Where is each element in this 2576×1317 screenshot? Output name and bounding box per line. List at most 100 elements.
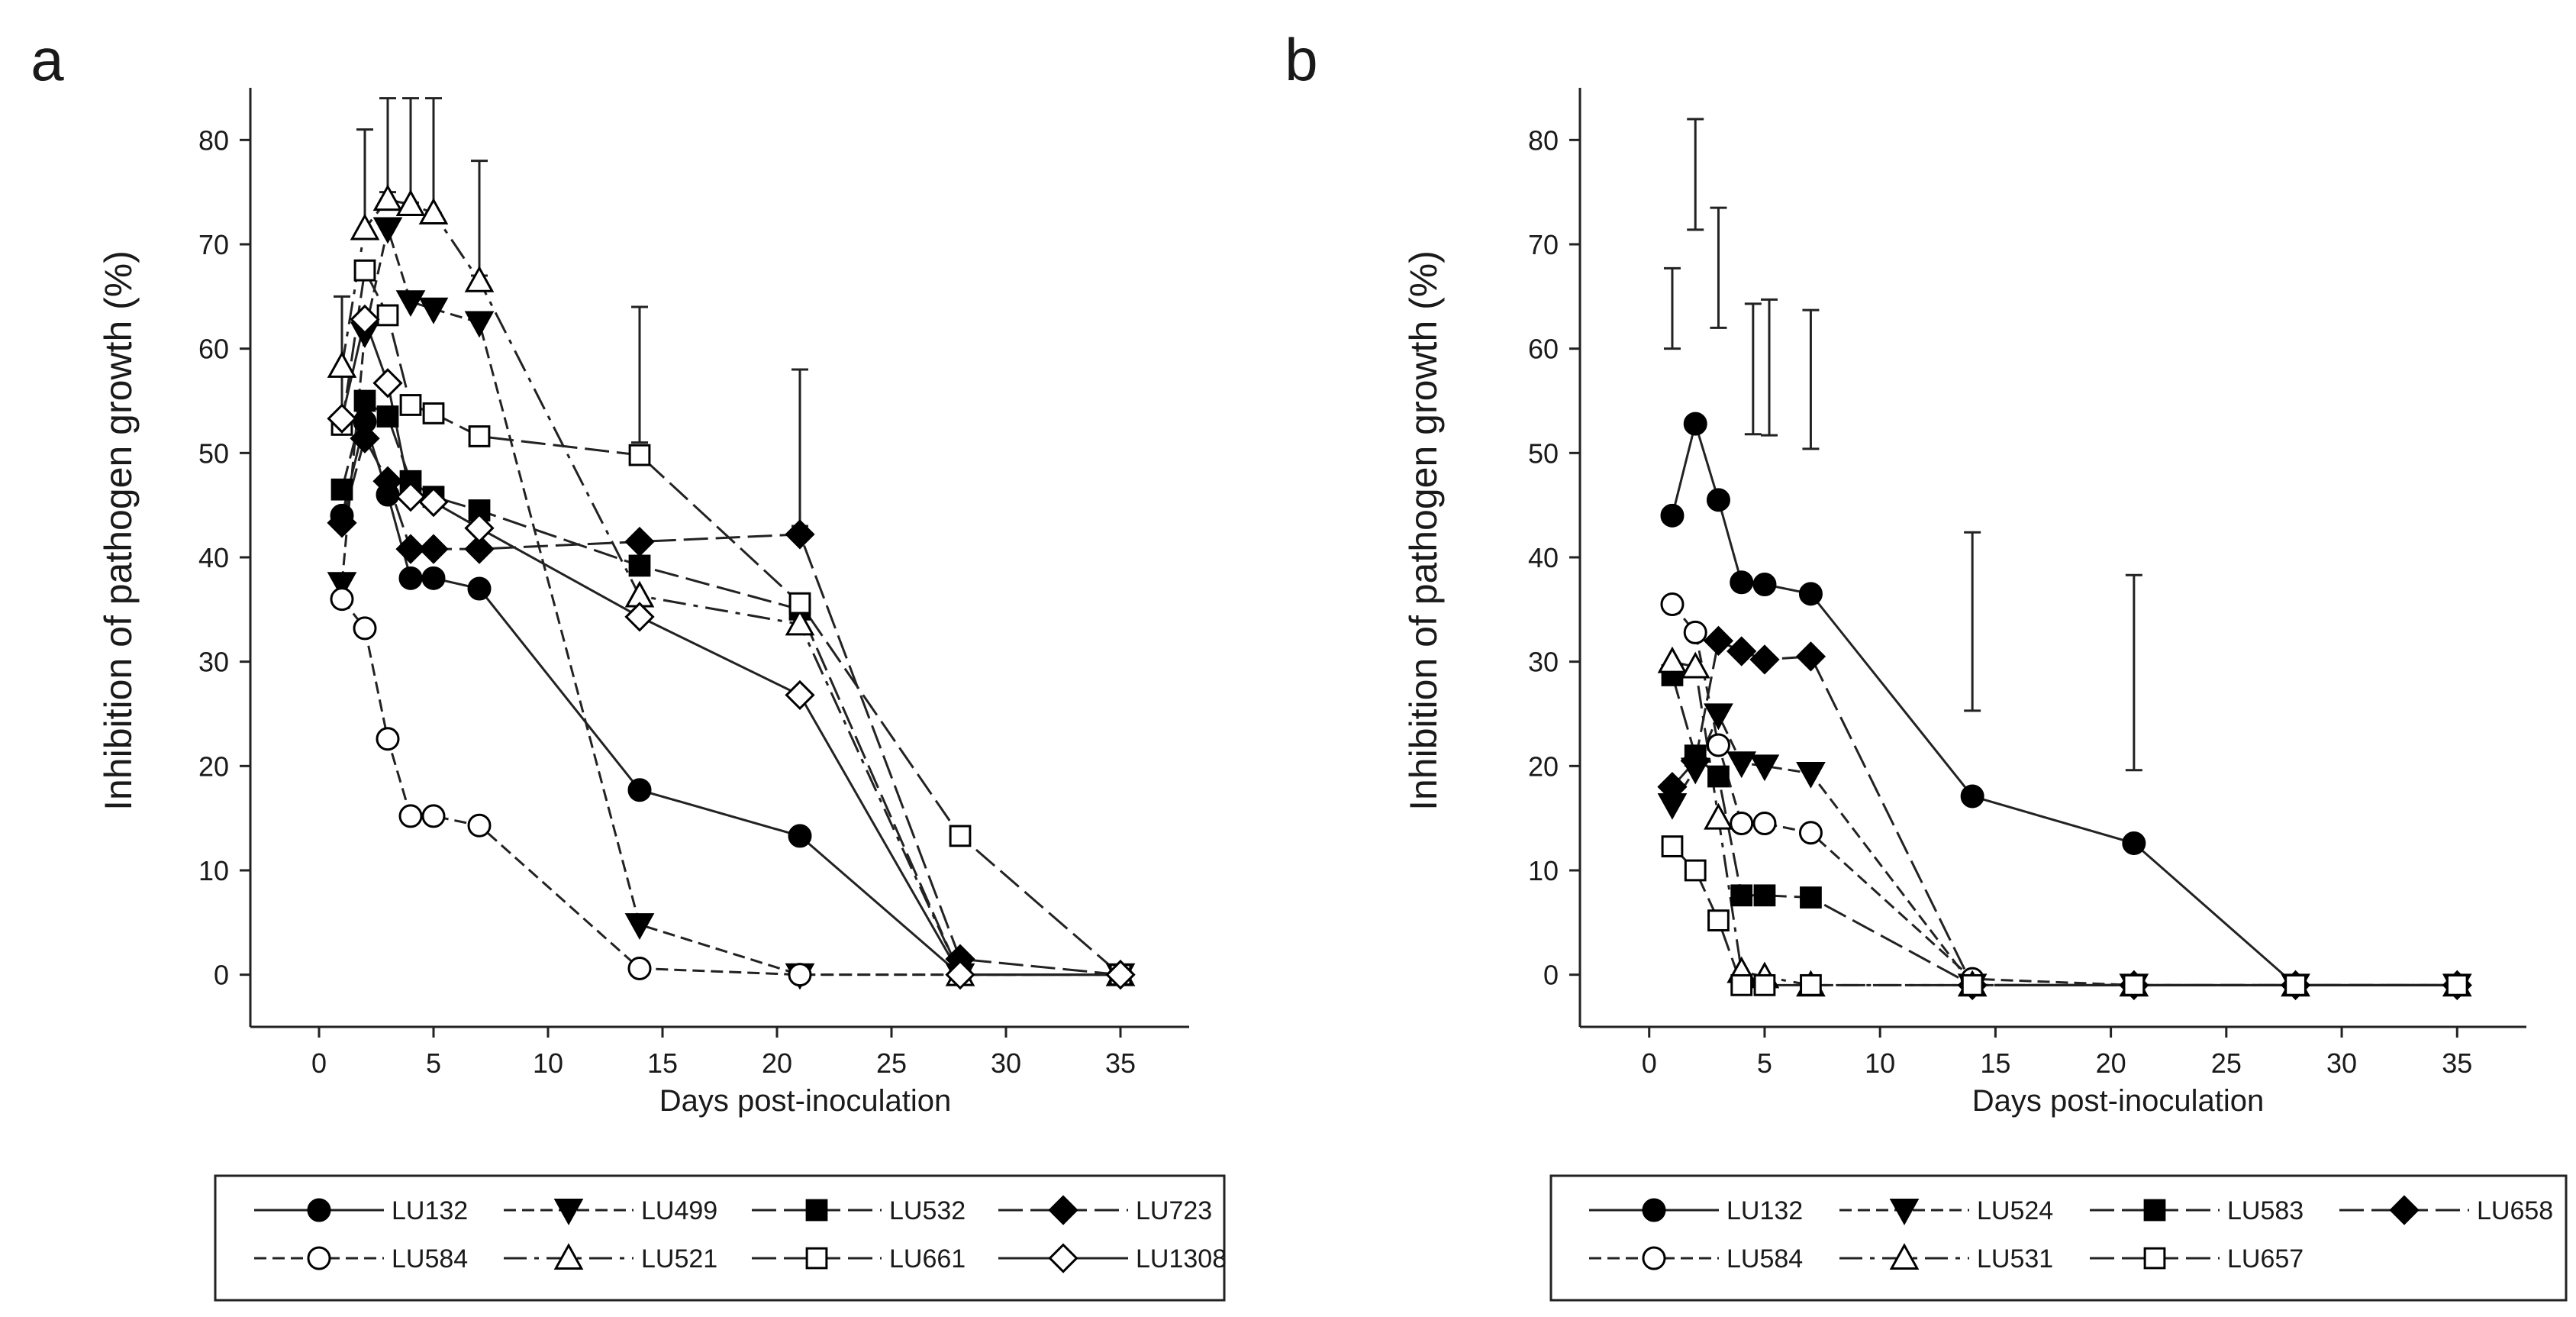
- data-point-lu132: [2122, 831, 2146, 855]
- panel-label: a: [31, 26, 64, 93]
- data-point-lu584: [788, 963, 812, 987]
- data-point-lu499: [464, 311, 495, 338]
- data-point-lu584: [398, 804, 423, 828]
- series-markers: [327, 184, 1136, 990]
- x-tick-label: 5: [426, 1047, 441, 1079]
- data-point-lu723: [785, 519, 815, 550]
- x-tick-label: 5: [1757, 1047, 1772, 1079]
- y-tick-label: 70: [1528, 229, 1559, 260]
- panel-label: b: [1285, 26, 1317, 93]
- legend-marker: [1889, 1243, 1920, 1270]
- data-point-lu657: [1961, 973, 1984, 996]
- y-tick-label: 10: [1528, 855, 1559, 886]
- data-point-lu657: [2445, 973, 2468, 996]
- legend-marker: [307, 1246, 331, 1270]
- data-point-lu583: [1730, 884, 1753, 907]
- series-line-lu657: [1671, 845, 2458, 986]
- y-tick-label: 80: [1528, 124, 1559, 156]
- data-point-lu531: [1704, 802, 1733, 830]
- data-point-lu658: [1795, 641, 1826, 672]
- legend-label: LU532: [889, 1196, 966, 1225]
- data-point-lu723: [418, 534, 449, 564]
- data-point-lu1308: [372, 368, 403, 399]
- data-point-lu584: [1706, 733, 1730, 757]
- series-line-lu723: [340, 435, 1121, 976]
- data-point-lu524: [1796, 761, 1826, 789]
- data-point-lu132: [788, 824, 812, 848]
- panel-a: a Inhibition of pathogen growth (%) Days…: [31, 26, 1227, 1302]
- data-point-lu532: [628, 554, 651, 577]
- legend-label: LU583: [2227, 1196, 2304, 1225]
- series-line-lu661: [340, 266, 1121, 976]
- series-line-lu1308: [340, 315, 1120, 976]
- legend-label: LU657: [2227, 1244, 2304, 1273]
- x-tick-label: 10: [1865, 1047, 1895, 1079]
- series-line-lu532: [340, 399, 1120, 976]
- legend-label: LU723: [1136, 1196, 1212, 1225]
- x-tick-label: 25: [2211, 1047, 2242, 1079]
- legend-marker: [2389, 1195, 2420, 1225]
- data-point-lu1308: [624, 602, 655, 632]
- data-point-lu524: [1749, 754, 1780, 782]
- legend-marker: [1048, 1195, 1078, 1225]
- series-line-lu583: [1671, 675, 2458, 986]
- panel-b: b Inhibition of pathogen growth (%) Days…: [1285, 26, 2568, 1302]
- data-point-lu499: [327, 572, 357, 599]
- x-tick-label: 20: [762, 1047, 792, 1079]
- x-axis-label: Days post-inoculation: [1972, 1084, 2264, 1118]
- data-point-lu584: [467, 813, 492, 838]
- data-point-lu657: [2123, 973, 2146, 996]
- data-point-lu132: [467, 576, 492, 601]
- legend-label: LU1308: [1136, 1244, 1227, 1273]
- data-point-lu132: [1706, 488, 1730, 512]
- x-tick-label: 30: [991, 1047, 1021, 1079]
- legend-marker: [553, 1243, 584, 1270]
- y-tick-label: 40: [198, 542, 229, 573]
- data-point-lu1308: [327, 403, 357, 434]
- data-point-lu132: [1752, 573, 1777, 597]
- data-point-lu521: [785, 608, 815, 636]
- data-point-lu521: [464, 265, 495, 292]
- legend-label: LU531: [1977, 1244, 2053, 1273]
- data-point-lu132: [627, 778, 652, 802]
- legend-label: LU499: [641, 1196, 717, 1225]
- data-point-lu658: [1749, 644, 1780, 675]
- data-point-lu532: [376, 405, 399, 428]
- data-point-lu499: [624, 913, 655, 940]
- data-point-lu1308: [418, 486, 449, 518]
- data-point-lu521: [327, 351, 357, 378]
- legend-marker: [307, 1198, 331, 1222]
- legend-label: LU658: [2477, 1196, 2553, 1225]
- data-point-lu132: [1730, 570, 1754, 595]
- data-point-lu524: [1704, 703, 1733, 731]
- data-point-lu532: [330, 478, 353, 501]
- series-line-lu531: [1672, 660, 2458, 986]
- data-point-lu132: [421, 566, 446, 590]
- legend-marker: [1889, 1199, 1920, 1225]
- y-tick-label: 40: [1528, 542, 1559, 573]
- data-point-lu661: [376, 304, 399, 327]
- data-point-lu661: [468, 425, 491, 447]
- data-point-lu658: [1703, 625, 1734, 656]
- data-point-lu584: [421, 804, 446, 828]
- legend-marker: [1642, 1246, 1666, 1270]
- data-point-lu132: [398, 566, 423, 590]
- data-point-lu661: [949, 825, 972, 847]
- y-tick-label: 60: [1528, 334, 1559, 365]
- data-point-lu658: [1680, 745, 1710, 776]
- y-axis-label: Inhibition of pathogen growth (%): [1402, 250, 1445, 811]
- data-point-lu657: [1730, 973, 1753, 996]
- data-point-lu657: [1800, 973, 1822, 996]
- data-point-lu132: [1660, 503, 1685, 528]
- y-tick-label: 60: [198, 334, 229, 365]
- legend-label: LU132: [1726, 1196, 1803, 1225]
- legend-marker: [805, 1199, 828, 1222]
- legend-label: LU584: [392, 1244, 468, 1273]
- x-tick-label: 35: [1105, 1047, 1136, 1079]
- data-point-lu1308: [1105, 960, 1136, 990]
- data-point-lu583: [1707, 765, 1730, 788]
- x-tick-label: 30: [2326, 1047, 2357, 1079]
- legend-box: [1549, 1174, 2568, 1302]
